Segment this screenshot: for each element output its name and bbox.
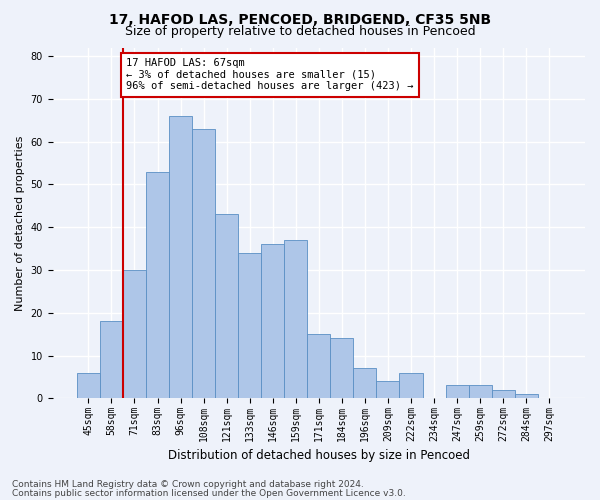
Bar xyxy=(192,129,215,398)
Text: Contains HM Land Registry data © Crown copyright and database right 2024.: Contains HM Land Registry data © Crown c… xyxy=(12,480,364,489)
Text: Contains public sector information licensed under the Open Government Licence v3: Contains public sector information licen… xyxy=(12,488,406,498)
Bar xyxy=(169,116,192,399)
Text: 17 HAFOD LAS: 67sqm
← 3% of detached houses are smaller (15)
96% of semi-detache: 17 HAFOD LAS: 67sqm ← 3% of detached hou… xyxy=(127,58,414,92)
Bar xyxy=(353,368,376,398)
Bar xyxy=(515,394,538,398)
Bar xyxy=(284,240,307,398)
X-axis label: Distribution of detached houses by size in Pencoed: Distribution of detached houses by size … xyxy=(168,450,470,462)
Bar xyxy=(77,372,100,398)
Bar xyxy=(376,381,400,398)
Bar xyxy=(123,270,146,398)
Bar xyxy=(261,244,284,398)
Bar xyxy=(400,372,422,398)
Bar xyxy=(100,322,123,398)
Bar xyxy=(446,386,469,398)
Bar xyxy=(215,214,238,398)
Bar xyxy=(146,172,169,398)
Bar xyxy=(491,390,515,398)
Bar xyxy=(331,338,353,398)
Bar xyxy=(469,386,491,398)
Text: Size of property relative to detached houses in Pencoed: Size of property relative to detached ho… xyxy=(125,25,475,38)
Y-axis label: Number of detached properties: Number of detached properties xyxy=(15,135,25,310)
Text: 17, HAFOD LAS, PENCOED, BRIDGEND, CF35 5NB: 17, HAFOD LAS, PENCOED, BRIDGEND, CF35 5… xyxy=(109,12,491,26)
Bar xyxy=(307,334,331,398)
Bar xyxy=(238,253,261,398)
